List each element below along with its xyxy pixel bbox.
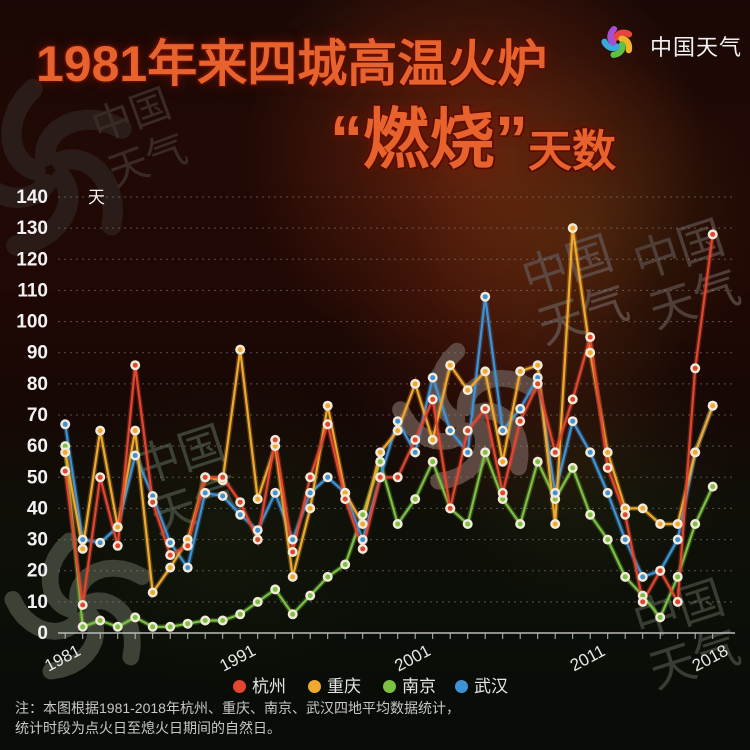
svg-text:2001: 2001	[391, 641, 433, 676]
svg-text:0: 0	[37, 623, 48, 644]
svg-text:80: 80	[27, 374, 48, 395]
svg-text:2011: 2011	[567, 641, 608, 675]
svg-text:1981: 1981	[41, 641, 83, 676]
svg-text:120: 120	[16, 249, 48, 270]
svg-text:60: 60	[27, 436, 48, 457]
svg-text:50: 50	[27, 467, 48, 488]
svg-text:110: 110	[17, 280, 48, 301]
svg-text:90: 90	[27, 343, 48, 364]
svg-text:30: 30	[27, 530, 48, 551]
svg-text:20: 20	[27, 561, 48, 582]
svg-text:70: 70	[27, 405, 48, 426]
svg-text:2018: 2018	[689, 641, 731, 676]
svg-text:130: 130	[16, 218, 48, 239]
svg-text:10: 10	[27, 592, 48, 613]
svg-text:100: 100	[16, 312, 48, 333]
svg-text:40: 40	[27, 498, 48, 519]
svg-text:140: 140	[16, 187, 48, 208]
svg-text:1991: 1991	[216, 641, 258, 676]
svg-text:天: 天	[88, 188, 105, 207]
